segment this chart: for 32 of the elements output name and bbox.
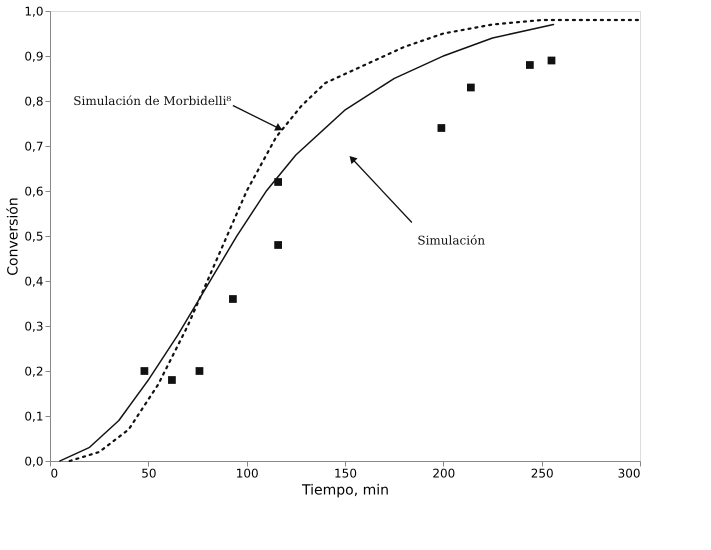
y-tick-label: 0,1 — [24, 410, 44, 424]
x-tick-label: 300 — [618, 466, 640, 480]
point — [466, 84, 475, 92]
point — [196, 367, 204, 375]
x-tick-label: 50 — [141, 466, 156, 480]
point — [229, 295, 237, 303]
x-tick-label: 250 — [530, 466, 554, 480]
y-tick-label: 0,3 — [24, 320, 44, 334]
y-tick-label: 0,2 — [24, 364, 44, 378]
point — [274, 178, 282, 186]
x-tick-label: 100 — [236, 466, 259, 480]
y-tick-label: 0,4 — [24, 274, 44, 288]
annotation: Simulación — [417, 234, 486, 248]
y-axis-title: Conversión — [5, 197, 22, 276]
point — [437, 124, 446, 132]
point — [526, 61, 534, 69]
point — [274, 241, 282, 249]
y-tick-label: 1,0 — [24, 4, 44, 18]
y-tick-label: 0,0 — [24, 454, 44, 468]
y-tick-label: 0,8 — [24, 94, 44, 108]
point — [548, 56, 556, 64]
point — [168, 376, 176, 384]
y-tick-label: 0,6 — [24, 184, 44, 198]
x-axis-title: Tiempo, min — [300, 482, 390, 498]
annotation: Simulación de Morbidelli⁸ — [73, 94, 232, 108]
y-tick-label: 0,7 — [24, 140, 44, 154]
point — [140, 367, 148, 375]
y-tick-label: 0,9 — [24, 50, 44, 64]
x-tick-label: 0 — [50, 466, 58, 480]
x-tick-label: 200 — [432, 466, 456, 480]
y-tick-label: 0,5 — [24, 230, 44, 244]
x-tick-label: 150 — [334, 466, 357, 480]
